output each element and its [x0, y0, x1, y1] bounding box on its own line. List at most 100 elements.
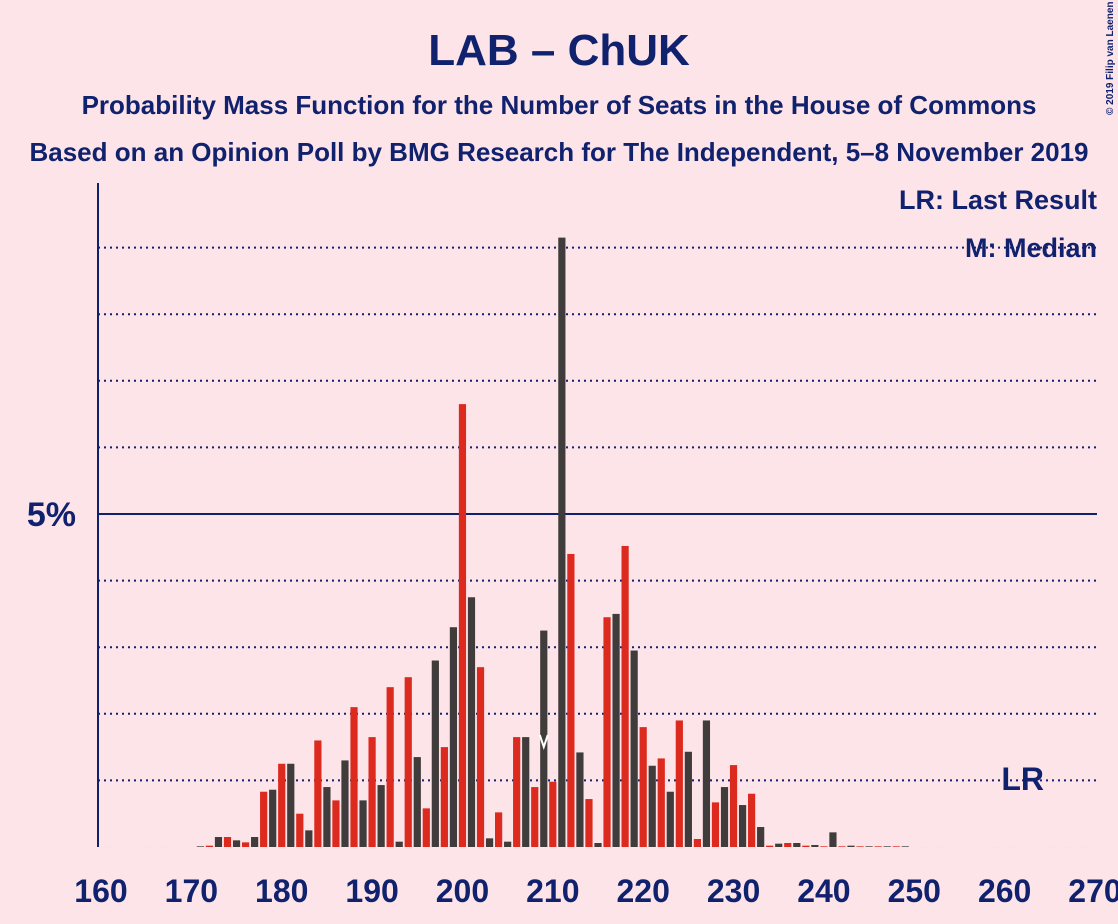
bar: [558, 237, 566, 848]
bar: [621, 545, 629, 847]
bar: [377, 785, 385, 847]
bar: [838, 846, 846, 847]
bar: [350, 707, 358, 847]
bar: [485, 838, 494, 847]
legend-entry: LR: Last Result: [899, 185, 1097, 215]
bar: [702, 720, 711, 847]
copyright: © 2019 Filip van Laenen: [1105, 1, 1116, 115]
bar: [214, 837, 223, 847]
bar: [666, 791, 674, 847]
bar: [341, 760, 349, 847]
bar: [630, 650, 638, 847]
bar: [440, 747, 448, 847]
x-tick-label: 160: [74, 873, 127, 909]
bar: [504, 841, 512, 847]
last-result-label: LR: [1001, 761, 1044, 797]
bar: [278, 763, 286, 847]
bar: [287, 763, 295, 847]
x-tick-label: 250: [888, 873, 941, 909]
bar: [449, 627, 458, 847]
bar: [404, 677, 412, 847]
bar: [422, 808, 430, 847]
bar: [892, 846, 900, 847]
bar: [332, 800, 340, 847]
x-tick-label: 240: [797, 873, 850, 909]
bar: [883, 846, 891, 847]
bar: [738, 805, 747, 847]
chart-title: LAB – ChUK: [428, 26, 690, 75]
bar: [467, 597, 476, 847]
bar: [711, 802, 720, 847]
median-marker: [538, 734, 549, 751]
bar: [901, 846, 909, 847]
bar: [639, 727, 647, 847]
bar: [196, 846, 204, 847]
bar: [865, 846, 873, 847]
bar: [720, 787, 729, 847]
bar: [305, 830, 313, 847]
bar: [413, 757, 421, 847]
bar: [522, 737, 530, 847]
bar: [495, 812, 503, 847]
x-tick-label: 270: [1068, 873, 1118, 909]
bar: [766, 845, 774, 847]
bar: [847, 845, 855, 847]
bar: [223, 837, 232, 847]
bar: [820, 846, 828, 847]
bar: [296, 813, 304, 847]
bar: [205, 845, 214, 847]
bar: [314, 740, 322, 847]
bar: [395, 841, 403, 847]
x-tick-label: 190: [345, 873, 398, 909]
bar: [386, 687, 394, 847]
bar: [856, 846, 864, 847]
bar: [531, 787, 539, 847]
bar: [802, 845, 810, 847]
subtitle: Probability Mass Function for the Number…: [82, 90, 1037, 120]
bar: [874, 846, 882, 847]
bar: [675, 720, 683, 847]
bar: [359, 800, 367, 847]
bar: [567, 553, 575, 847]
bar: [431, 660, 439, 847]
x-tick-label: 260: [978, 873, 1031, 909]
bar: [793, 843, 801, 847]
bar: [757, 827, 765, 847]
bar: [458, 404, 467, 847]
bar: [775, 843, 783, 847]
bar: [784, 843, 792, 847]
bar: [251, 837, 259, 847]
bar: [612, 613, 620, 847]
y-tick-label: 5%: [27, 496, 76, 534]
bar: [241, 842, 250, 847]
bar: [549, 781, 557, 847]
bar: [476, 667, 485, 847]
x-tick-label: 210: [526, 873, 579, 909]
bar: [368, 737, 376, 847]
bar: [260, 791, 268, 847]
bar: [684, 751, 692, 847]
x-tick-label: 230: [707, 873, 760, 909]
bar: [576, 752, 584, 847]
bar: [603, 617, 611, 847]
bar: [748, 793, 756, 847]
subtitle: Based on an Opinion Poll by BMG Research…: [29, 137, 1088, 167]
bar: [693, 839, 701, 847]
bar: [829, 832, 837, 847]
bar: [540, 630, 548, 847]
bar: [585, 799, 593, 847]
bar: [232, 840, 241, 847]
bar: [648, 765, 656, 847]
x-tick-label: 170: [165, 873, 218, 909]
bar: [323, 787, 331, 847]
bar: [811, 845, 819, 847]
x-tick-label: 180: [255, 873, 308, 909]
bar: [594, 843, 602, 847]
bar: [657, 758, 665, 847]
bar: [513, 737, 521, 847]
x-tick-label: 220: [616, 873, 669, 909]
x-tick-label: 200: [436, 873, 489, 909]
bar: [269, 789, 277, 847]
bar: [729, 765, 738, 847]
